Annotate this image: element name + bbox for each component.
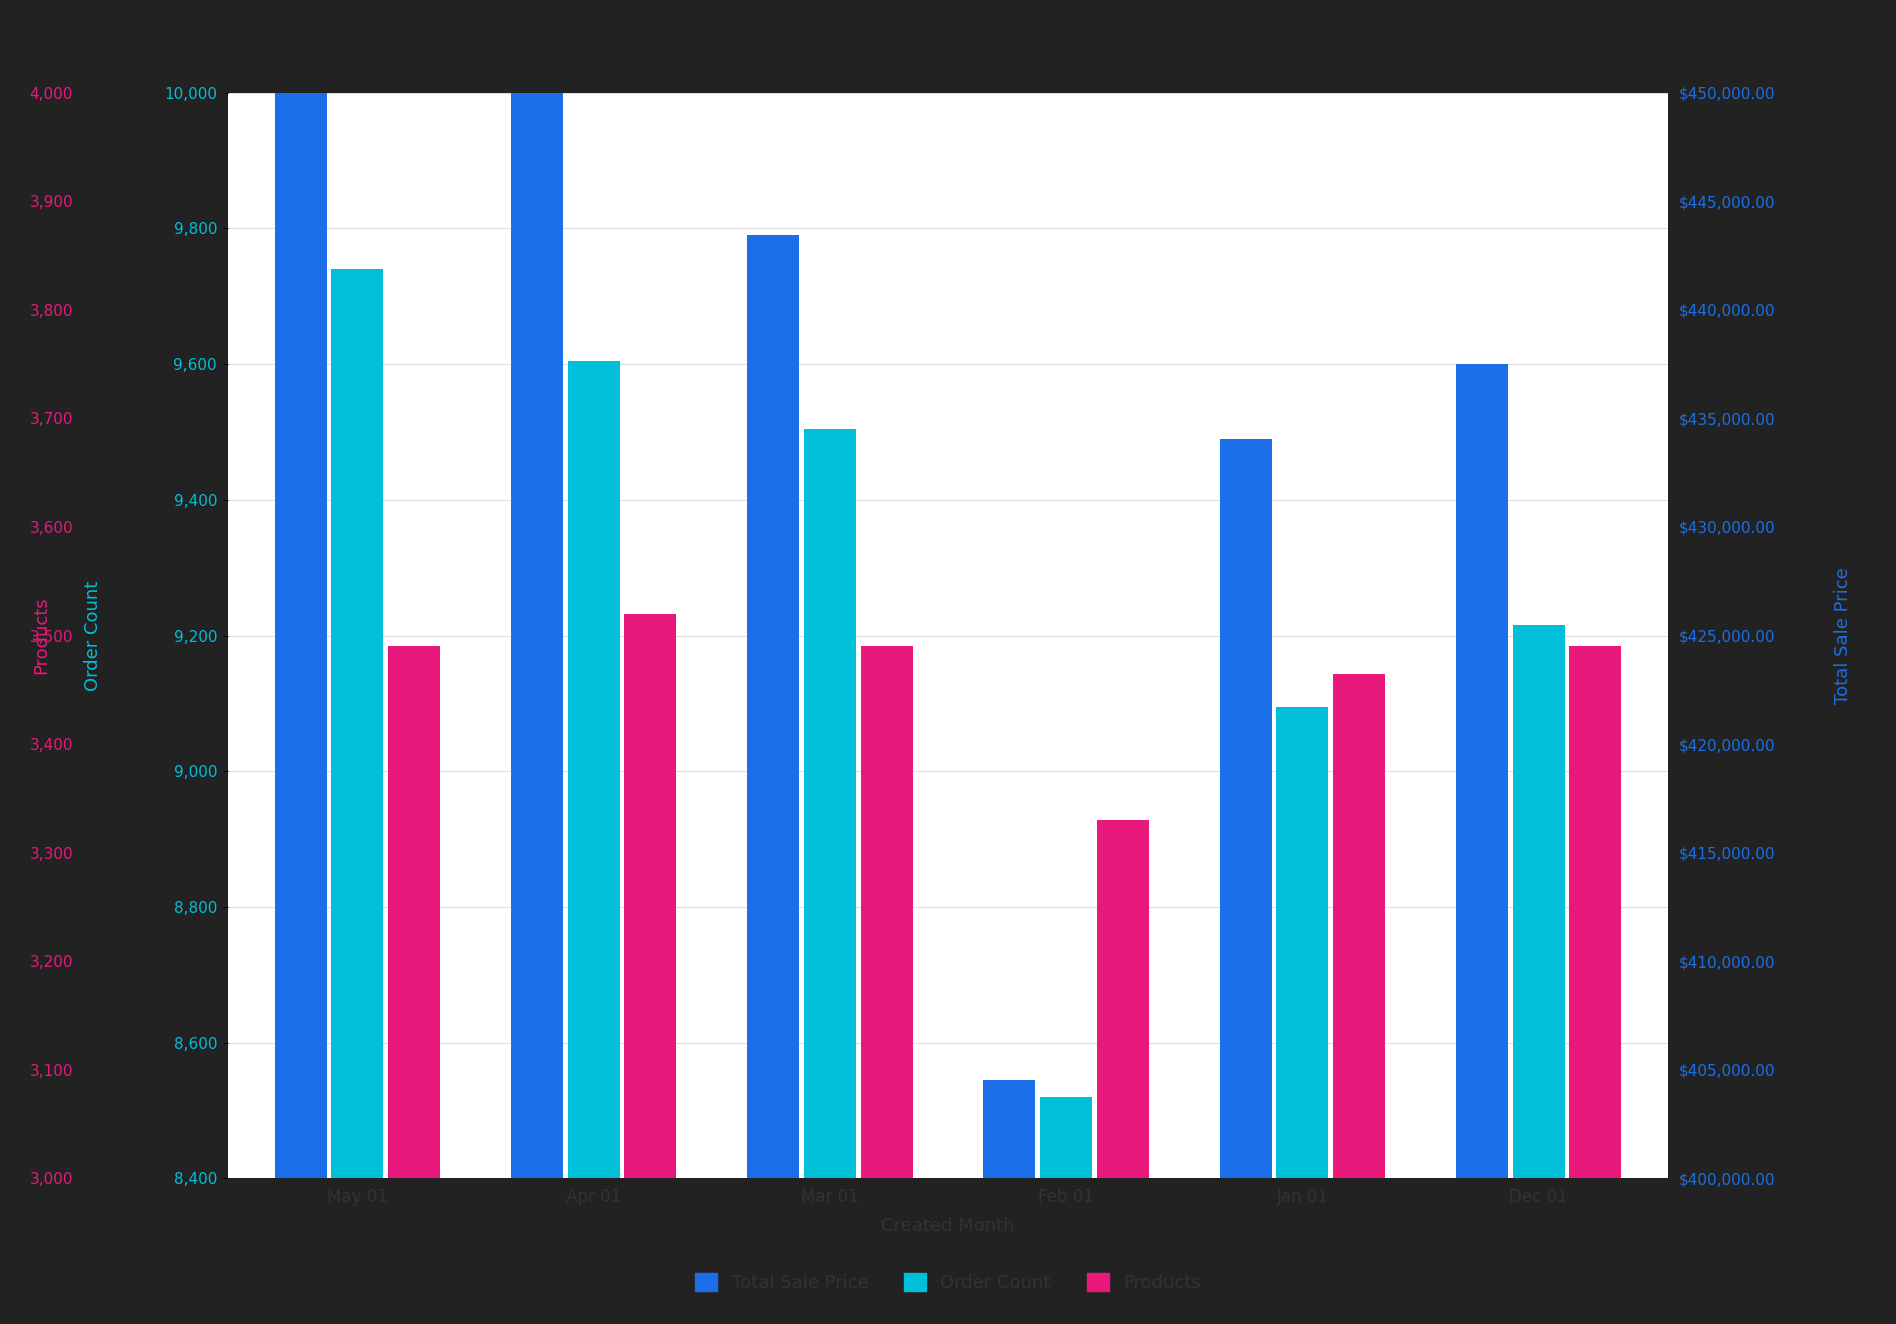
Bar <box>984 1080 1035 1324</box>
Bar <box>804 429 855 1324</box>
Bar <box>1276 707 1329 1324</box>
Bar <box>1570 646 1621 1324</box>
Text: Total Sale Price: Total Sale Price <box>1833 567 1852 704</box>
Bar <box>275 93 326 1324</box>
Bar <box>512 93 563 1324</box>
Bar <box>332 269 383 1324</box>
Bar <box>747 236 800 1324</box>
Bar <box>1219 438 1272 1324</box>
Bar <box>1513 625 1564 1324</box>
Bar <box>861 646 912 1324</box>
Y-axis label: Order Count: Order Count <box>83 580 102 691</box>
Bar <box>1456 364 1507 1324</box>
X-axis label: Created Month: Created Month <box>882 1217 1014 1235</box>
Bar <box>567 360 620 1324</box>
Bar <box>389 646 440 1324</box>
Bar <box>1333 674 1384 1324</box>
Bar <box>1096 820 1149 1324</box>
Text: Products: Products <box>32 597 51 674</box>
Legend: Total Sale Price, Order Count, Products: Total Sale Price, Order Count, Products <box>688 1266 1208 1299</box>
Bar <box>624 614 677 1324</box>
Bar <box>1041 1096 1092 1324</box>
